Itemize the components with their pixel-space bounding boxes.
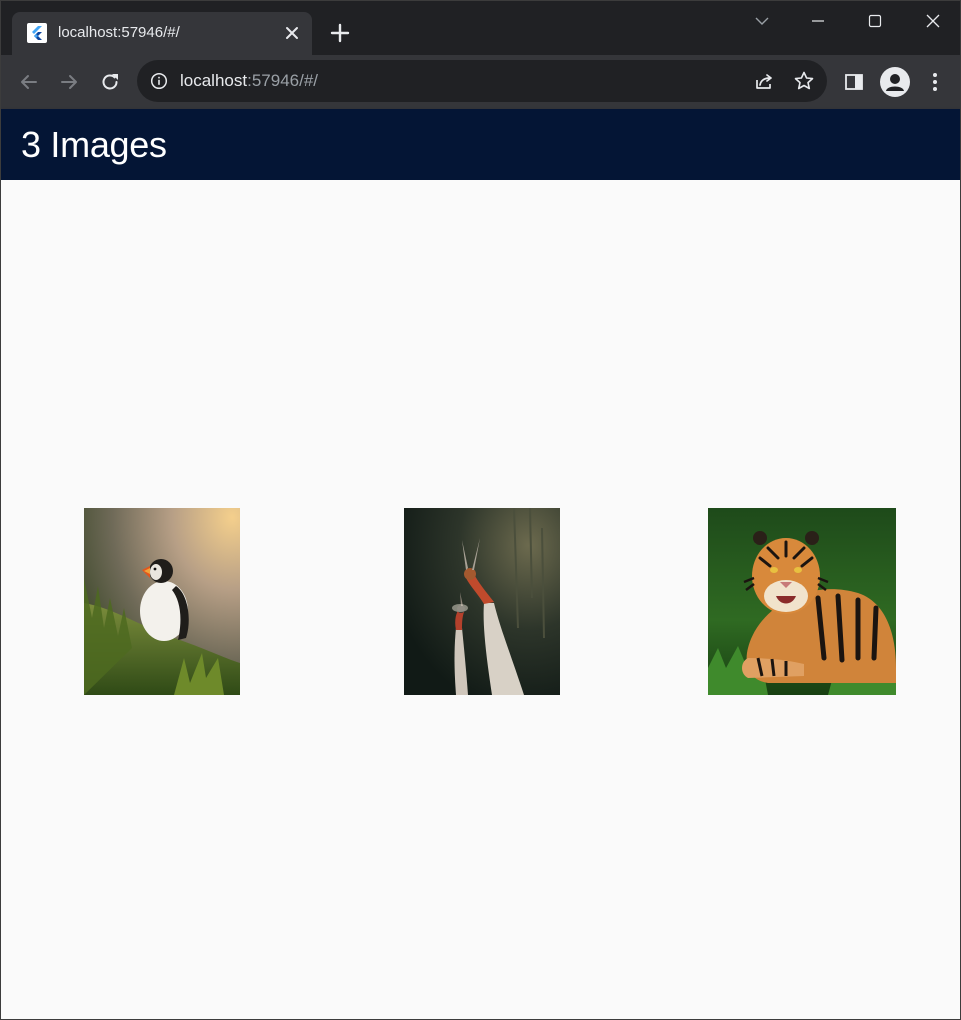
image-row	[1, 180, 960, 1019]
close-icon[interactable]	[904, 1, 960, 41]
url-host: localhost	[180, 71, 248, 90]
reload-icon[interactable]	[94, 66, 126, 98]
page-title: 3 Images	[21, 124, 167, 165]
tiger-photo	[708, 508, 896, 695]
plus-icon[interactable]	[326, 19, 354, 47]
cranes-photo	[404, 508, 560, 695]
back-arrow-icon[interactable]	[13, 66, 45, 98]
tab-strip: localhost:57946/#/	[1, 1, 960, 55]
url-path: :57946/#/	[247, 71, 319, 90]
minimize-icon[interactable]	[789, 1, 847, 41]
kebab-menu-icon[interactable]	[919, 66, 951, 98]
url-text[interactable]: localhost:57946/#/	[180, 71, 318, 91]
forward-arrow-icon[interactable]	[53, 66, 85, 98]
tab-title: localhost:57946/#/	[58, 24, 180, 41]
browser-tab[interactable]: localhost:57946/#/	[12, 12, 312, 55]
address-bar[interactable]: localhost:57946/#/	[137, 60, 827, 102]
browser-toolbar: localhost:57946/#/	[1, 55, 960, 109]
star-icon[interactable]	[792, 69, 816, 93]
tab-close-icon[interactable]	[280, 21, 304, 45]
flutter-logo-icon	[27, 23, 47, 43]
avatar-icon[interactable]	[880, 67, 910, 97]
side-panel-icon[interactable]	[838, 66, 870, 98]
tab-search-icon[interactable]	[733, 1, 791, 41]
maximize-icon[interactable]	[846, 1, 904, 41]
puffin-photo	[84, 508, 240, 695]
share-icon[interactable]	[752, 69, 776, 93]
app-bar: 3 Images	[1, 109, 960, 180]
info-icon[interactable]	[150, 72, 168, 90]
